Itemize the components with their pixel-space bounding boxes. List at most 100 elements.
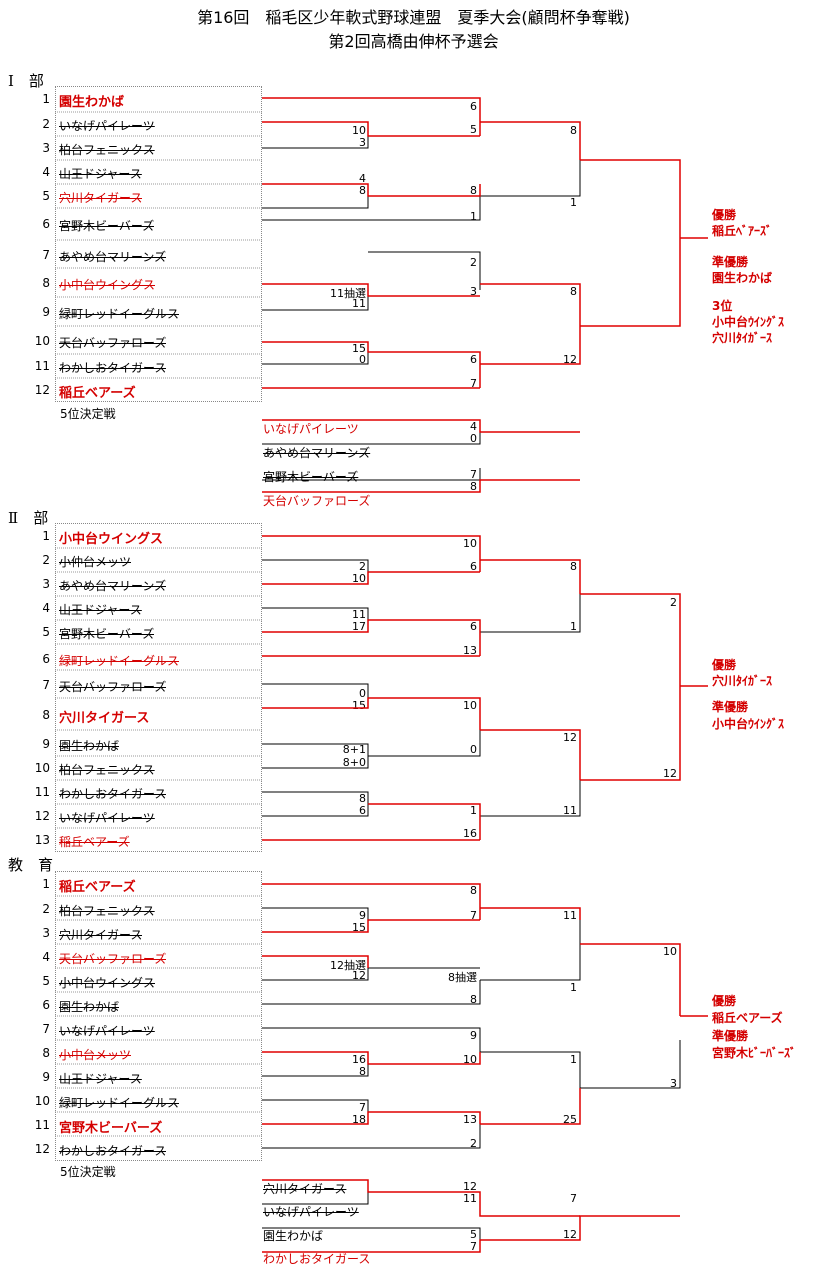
fifth-place-label: 5位決定戦 [60, 1165, 116, 1179]
team-number: 12 [34, 1142, 50, 1156]
score: 6 [470, 620, 477, 633]
team-number: 8 [42, 1046, 50, 1060]
team-number: 1 [42, 92, 50, 106]
score: 0 [359, 353, 366, 366]
team-name: 緑町レッドイーグルス [59, 654, 180, 668]
score: 1 [570, 1053, 577, 1066]
section-label: Ⅰ 部 [8, 72, 44, 90]
team-number: 4 [42, 165, 50, 179]
team-number: 4 [42, 950, 50, 964]
score: 8 [470, 993, 477, 1006]
score: 17 [352, 620, 366, 633]
score: 8抽選 [448, 971, 477, 984]
score: 8 [470, 884, 477, 897]
team-name: 宮野木ビーバーズ [59, 219, 155, 233]
team-name: 穴川タイガース [59, 191, 143, 205]
score: 0 [470, 432, 477, 445]
team-name: 稲丘ベアーズ [59, 386, 136, 401]
score: 8 [570, 560, 577, 573]
score: 10 [463, 699, 477, 712]
score: 12 [563, 731, 577, 744]
team-number: 9 [42, 737, 50, 751]
team-name: いなげパイレーツ [59, 1024, 155, 1038]
result-team: 宮野木ﾋﾞｰﾊﾞｰｽﾞ [712, 1046, 797, 1060]
score: 16 [352, 1053, 366, 1066]
result-team: 穴川ﾀｲｶﾞｰｽ [712, 674, 773, 688]
team-name: 宮野木ビーバーズ [59, 627, 155, 641]
score: 8 [359, 1065, 366, 1078]
score: 8 [570, 285, 577, 298]
result-label: 準優勝 [712, 700, 749, 714]
score: 5 [470, 123, 477, 136]
score: 10 [663, 945, 677, 958]
team-name: 穴川タイガース [59, 928, 143, 942]
score: 10 [352, 124, 366, 137]
score: 11 [352, 608, 366, 621]
score: 12抽選 [330, 959, 366, 972]
score: 6 [359, 804, 366, 817]
result-label: 優勝 [712, 994, 737, 1008]
team-number: 9 [42, 305, 50, 319]
score: 11抽選 [330, 287, 366, 300]
score: 3 [670, 1077, 677, 1090]
team-name: 小中台ウイングス [59, 976, 156, 990]
score: 2 [470, 1137, 477, 1150]
fifth-team: いなげパイレーツ [263, 422, 359, 436]
team-name: 穴川タイガース [59, 711, 150, 726]
result-team: 園生わかば [712, 271, 773, 285]
score: 12 [463, 1180, 477, 1193]
score: 3 [359, 136, 366, 149]
section-label: Ⅱ 部 [8, 509, 49, 527]
team-number: 12 [34, 383, 50, 397]
score: 11 [463, 1192, 477, 1205]
score: 1 [570, 620, 577, 633]
result-label: 準優勝 [712, 1029, 749, 1043]
team-name: 柏台フェニックス [59, 904, 155, 918]
tournament-title: 第16回 稲毛区少年軟式野球連盟 夏季大会(顧問杯争奪戦) [197, 8, 630, 27]
team-number: 7 [42, 1022, 50, 1036]
result-team: 稲丘ベアーズ [712, 1011, 783, 1025]
team-number: 3 [42, 926, 50, 940]
team-number: 6 [42, 998, 50, 1012]
score: 4 [470, 420, 477, 433]
result-label: 3位 [712, 299, 733, 313]
team-name: 天台バッファローズ [59, 952, 167, 966]
team-name: 天台バッファローズ [59, 680, 167, 694]
fifth-team: いなげパイレーツ [263, 1205, 359, 1219]
fifth-team: あやめ台マリーンズ [263, 446, 371, 460]
team-name: 山王ドジャース [59, 167, 142, 181]
team-name: あやめ台マリーンズ [59, 579, 167, 593]
score: 13 [463, 1113, 477, 1126]
score: 10 [352, 572, 366, 585]
team-name: わかしおタイガース [59, 787, 167, 801]
team-name: 山王ドジャース [59, 1072, 142, 1086]
result-team: 小中台ｳｲﾝｸﾞｽ [712, 717, 785, 731]
score: 10 [463, 537, 477, 550]
team-name: 園生わかば [59, 95, 125, 110]
team-number: 6 [42, 652, 50, 666]
team-name: 天台バッファローズ [59, 336, 167, 350]
score: 8 [470, 184, 477, 197]
score: 8 [359, 792, 366, 805]
score: 2 [670, 596, 677, 609]
team-number: 8 [42, 708, 50, 722]
score: 9 [470, 1029, 477, 1042]
team-number: 5 [42, 189, 50, 203]
score: 13 [463, 644, 477, 657]
fifth-place-label: 5位決定戦 [60, 407, 116, 421]
team-number: 5 [42, 625, 50, 639]
team-name: 稲丘ベアーズ [59, 880, 136, 895]
score: 11 [563, 804, 577, 817]
team-number: 2 [42, 553, 50, 567]
team-number: 10 [34, 334, 50, 348]
team-number: 8 [42, 276, 50, 290]
team-number: 13 [34, 833, 50, 847]
team-name: 小中台ウイングス [59, 278, 156, 292]
score: 5 [470, 1228, 477, 1241]
team-name: 小仲台メッツ [59, 555, 132, 569]
result-label: 優勝 [712, 658, 737, 672]
score: 11 [563, 909, 577, 922]
section-label: 教 育 [8, 856, 54, 874]
team-number: 4 [42, 601, 50, 615]
